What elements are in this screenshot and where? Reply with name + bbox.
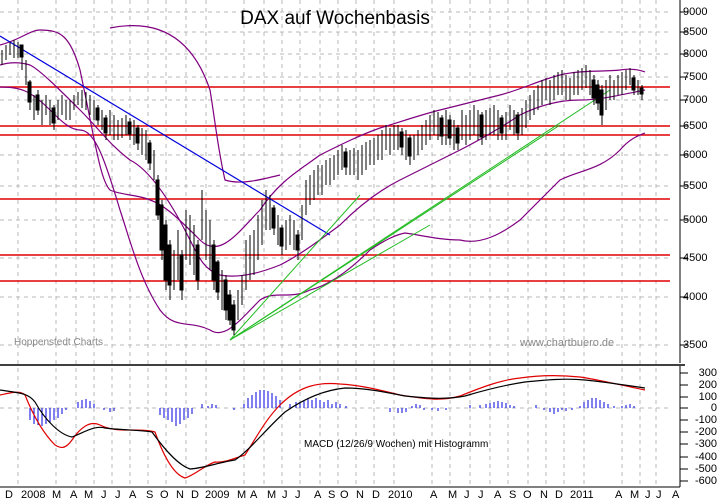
y-tick: 8500	[683, 26, 708, 38]
y-tick: 7000	[683, 94, 708, 106]
x-tick: D	[555, 489, 563, 501]
y-tick: 3500	[683, 339, 708, 351]
macd-tick: 0	[710, 402, 717, 414]
downtrend-line	[0, 35, 331, 236]
uptrend-fan	[229, 89, 611, 341]
y-tick: 6500	[683, 120, 708, 132]
x-tick: J	[115, 489, 121, 501]
macd-axis	[679, 366, 688, 487]
price-axis	[679, 0, 688, 363]
x-tick: 2010	[388, 489, 413, 501]
y-tick: 5000	[683, 214, 708, 226]
x-tick: A	[70, 489, 78, 501]
x-tick: A	[129, 489, 137, 501]
macd-lines	[0, 375, 646, 479]
x-tick: J	[464, 489, 470, 501]
macd-tick: 100	[698, 391, 717, 403]
macd-line	[0, 378, 646, 470]
x-tick: A	[250, 489, 258, 501]
source-label-right: www.chartbuero.de	[520, 337, 615, 349]
price-candles	[1, 40, 644, 335]
x-tick: S	[146, 489, 154, 501]
x-tick: N	[356, 489, 364, 501]
x-tick: A	[615, 489, 623, 501]
x-tick: J	[645, 489, 651, 501]
x-tick: O	[160, 489, 169, 501]
macd-tick: -600	[694, 475, 717, 487]
x-tick: 2009	[205, 489, 230, 501]
x-tick: J	[656, 489, 662, 501]
x-tick: A	[494, 489, 502, 501]
y-tick: 5500	[683, 180, 708, 192]
macd-tick: 200	[698, 379, 717, 391]
x-tick: A	[672, 489, 680, 501]
y-tick: 8000	[683, 48, 708, 60]
x-tick: M	[448, 489, 458, 501]
x-tick: J	[478, 489, 484, 501]
y-tick: 4000	[683, 291, 708, 303]
x-tick: A	[314, 489, 322, 501]
x-tick: M	[52, 489, 62, 501]
x-tick: M	[237, 489, 247, 501]
x-tick: A	[430, 489, 438, 501]
y-tick: 9000	[683, 6, 708, 18]
macd-tick: -500	[694, 463, 717, 475]
x-tick: O	[340, 489, 349, 501]
x-tick: D	[372, 489, 380, 501]
x-tick: N	[540, 489, 548, 501]
x-tick: S	[328, 489, 336, 501]
x-tick: 2008	[21, 489, 46, 501]
signal-line	[0, 375, 646, 479]
x-tick: J	[295, 489, 301, 501]
macd-panel-label: MACD (12/26/9 Wochen) mit Histogramm	[304, 439, 489, 450]
x-tick: M	[630, 489, 640, 501]
x-tick: J	[101, 489, 107, 501]
macd-tick: -300	[694, 438, 717, 450]
x-tick: D	[5, 489, 13, 501]
macd-tick: -100	[694, 414, 717, 426]
x-tick: D	[191, 489, 199, 501]
x-tick: M	[267, 489, 277, 501]
x-tick: O	[523, 489, 532, 501]
x-tick: 2011	[570, 489, 594, 501]
x-tick: M	[84, 489, 94, 501]
x-tick: N	[176, 489, 184, 501]
y-tick: 6000	[683, 149, 708, 161]
source-label-left: Hoppenstedt Charts	[14, 337, 103, 348]
macd-tick: 300	[698, 367, 717, 379]
macd-tick: -400	[694, 451, 717, 463]
x-tick: S	[509, 489, 517, 501]
macd-tick: -200	[694, 426, 717, 438]
chart-title: DAX auf Wochenbasis	[240, 8, 430, 29]
y-tick: 7500	[683, 71, 708, 83]
y-tick: 4500	[683, 252, 708, 264]
x-tick: J	[282, 489, 288, 501]
